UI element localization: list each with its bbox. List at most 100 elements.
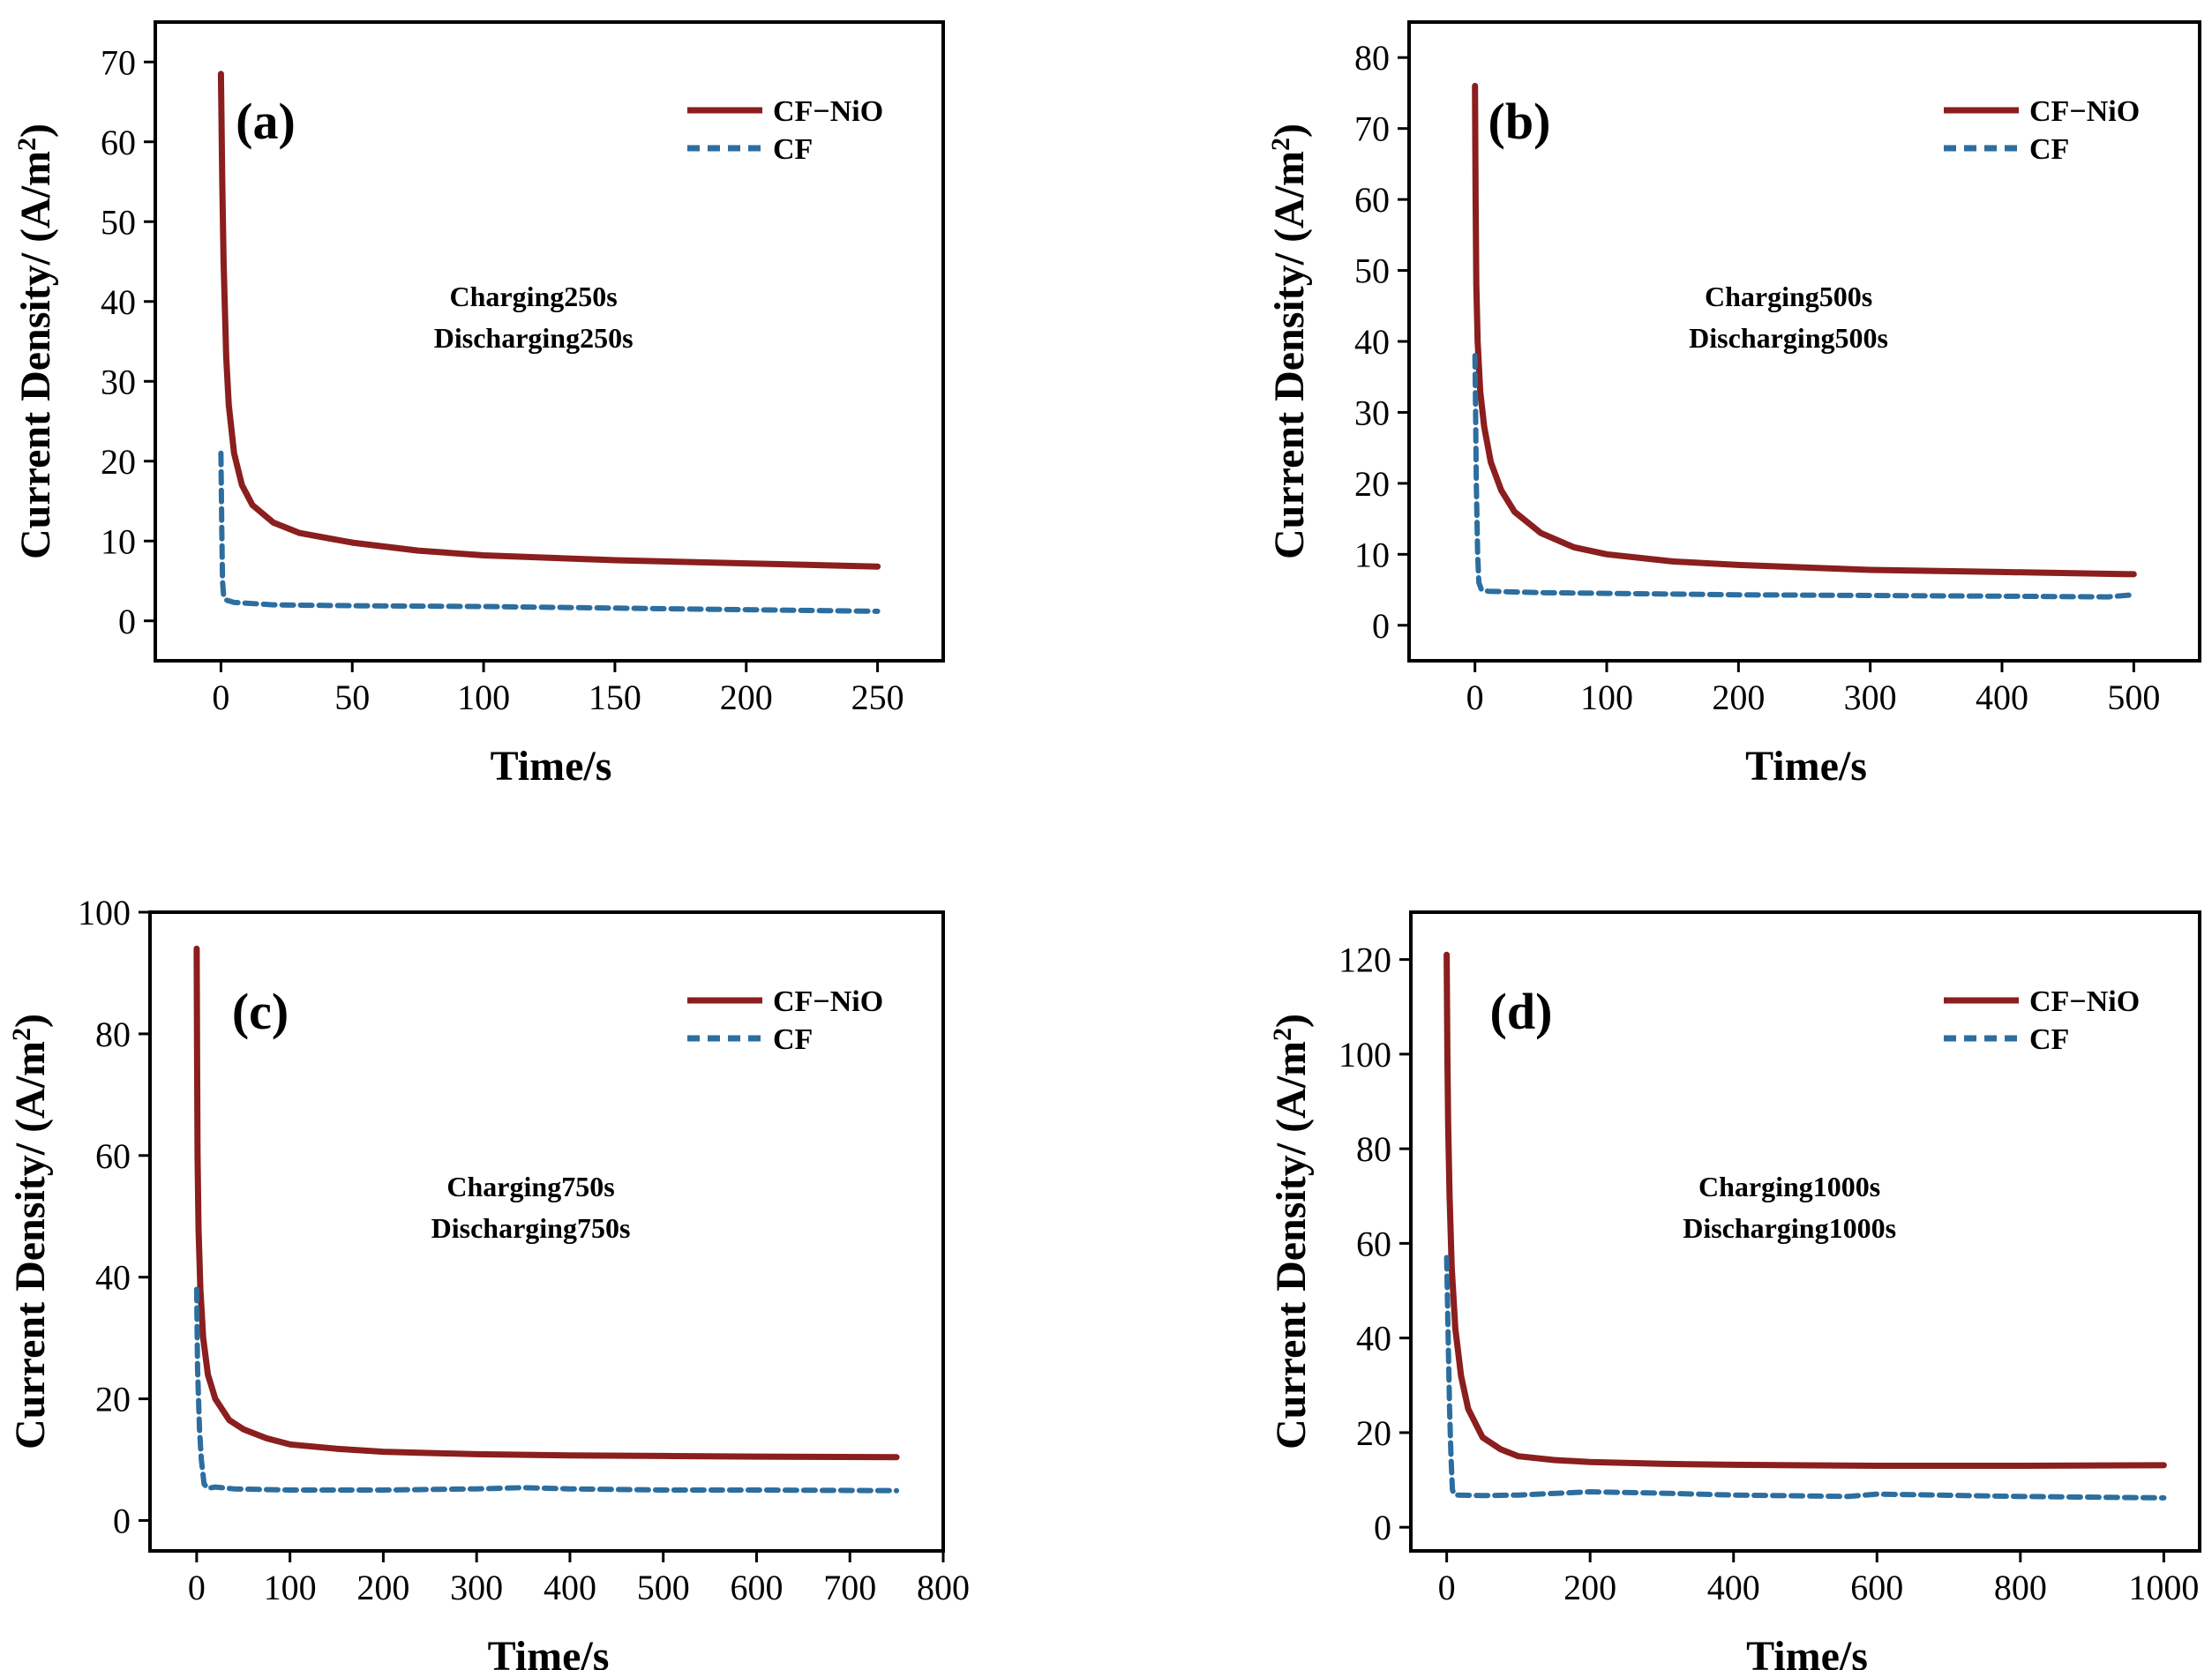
y-tick-label: 80 xyxy=(1354,38,1390,78)
annotation-line: Charging500s xyxy=(1705,281,1872,312)
x-tick-label: 100 xyxy=(264,1568,317,1607)
legend-label: CF−NiO xyxy=(2029,95,2140,128)
annotation-line: Discharging1000s xyxy=(1683,1212,1896,1244)
series-line-cf xyxy=(218,450,881,614)
x-tick-label: 0 xyxy=(1438,1568,1456,1607)
x-axis-label: Time/s xyxy=(488,1633,610,1670)
x-tick-label: 400 xyxy=(1707,1568,1760,1607)
x-tick-label: 800 xyxy=(917,1568,970,1607)
y-tick-label: 50 xyxy=(101,202,136,242)
y-axis-label: Current Density/ (A/m2) xyxy=(7,1014,55,1449)
x-tick-label: 700 xyxy=(823,1568,876,1607)
panel-label: (a) xyxy=(236,93,296,150)
x-tick-label: 300 xyxy=(450,1568,503,1607)
y-axis-label-text: Current Density/ (A/m xyxy=(12,151,59,559)
y-tick-label: 80 xyxy=(1356,1129,1391,1169)
y-axis-label-superscript: 2 xyxy=(1268,1028,1297,1041)
y-axis-label-superscript: 2 xyxy=(7,1028,36,1041)
x-tick-label: 300 xyxy=(1844,678,1897,717)
x-tick-label: 100 xyxy=(1580,678,1633,717)
y-axis-label-text: Current Density/ (A/m xyxy=(7,1041,54,1449)
annotation-line: Charging1000s xyxy=(1698,1171,1880,1202)
annotation-line: Discharging750s xyxy=(431,1212,631,1244)
x-tick-label: 400 xyxy=(544,1568,596,1607)
x-tick-label: 500 xyxy=(2107,678,2160,717)
x-tick-label: 1000 xyxy=(2128,1568,2199,1607)
y-tick-label: 60 xyxy=(101,123,136,162)
y-tick-label: 100 xyxy=(78,893,131,932)
x-tick-label: 0 xyxy=(188,1568,206,1607)
y-tick-label: 0 xyxy=(113,1502,131,1541)
x-tick-label: 250 xyxy=(851,678,904,717)
x-tick-label: 400 xyxy=(1976,678,2028,717)
panel-d: 0 200 400 600 800 1000 0 20 40 60 80 100 120 Time/s Cu… xyxy=(1268,910,2201,1670)
y-tick-label: 100 xyxy=(1338,1035,1391,1075)
series-line-cf xyxy=(1472,353,2137,600)
plot-frame xyxy=(1409,910,2201,1553)
y-axis-label-text: Current Density/ (A/m xyxy=(1266,151,1313,559)
y-tick-label: 40 xyxy=(1356,1319,1391,1359)
y-tick-label: 10 xyxy=(101,521,136,561)
legend-label: CF−NiO xyxy=(773,95,883,128)
y-axis-label-text: Current Density/ (A/m xyxy=(1268,1041,1315,1449)
x-axis-label: Time/s xyxy=(491,743,612,790)
x-tick-label: 150 xyxy=(589,678,641,717)
y-tick-label: 120 xyxy=(1338,940,1391,980)
y-axis-label-end: ) xyxy=(1266,124,1313,138)
annotation-line: Discharging250s xyxy=(434,322,634,354)
y-axis-label-superscript: 2 xyxy=(12,138,41,151)
series-line-cf-nio xyxy=(1472,82,2137,578)
x-tick-label: 50 xyxy=(334,678,370,717)
y-tick-label: 70 xyxy=(1354,109,1390,149)
y-axis-label-end: ) xyxy=(12,124,59,138)
x-axis-label: Time/s xyxy=(1746,1633,1868,1670)
annotation-line: Charging750s xyxy=(446,1171,614,1202)
y-axis-label: Current Density/ (A/m2) xyxy=(1268,1014,1316,1449)
y-tick-label: 0 xyxy=(1374,1508,1391,1547)
x-tick-label: 100 xyxy=(457,678,510,717)
y-tick-label: 20 xyxy=(1354,464,1390,504)
x-tick-label: 200 xyxy=(1712,678,1765,717)
y-tick-label: 60 xyxy=(1354,180,1390,220)
x-tick-label: 0 xyxy=(1466,678,1484,717)
y-tick-label: 30 xyxy=(1354,393,1390,432)
y-tick-label: 50 xyxy=(1354,251,1390,291)
annotation-line: Discharging500s xyxy=(1689,322,1888,354)
y-axis-label-superscript: 2 xyxy=(1266,138,1295,151)
y-tick-label: 40 xyxy=(101,282,136,322)
y-tick-label: 60 xyxy=(95,1136,131,1176)
series-line-cf xyxy=(193,1286,900,1494)
y-tick-label: 30 xyxy=(101,362,136,401)
x-tick-label: 500 xyxy=(637,1568,690,1607)
y-tick-label: 20 xyxy=(1356,1413,1391,1453)
y-axis-label: Current Density/ (A/m2) xyxy=(12,124,60,559)
series-line-cf xyxy=(1443,1254,2167,1501)
x-tick-label: 600 xyxy=(730,1568,783,1607)
panel-c: 0 100 200 300 400 500 600 700 800 0 20 40 60 80 100 Tim… xyxy=(7,893,971,1670)
legend-label: CF−NiO xyxy=(773,985,883,1018)
plot-frame xyxy=(154,20,945,663)
panel-label: (d) xyxy=(1490,983,1553,1040)
y-tick-label: 60 xyxy=(1356,1224,1391,1263)
x-tick-label: 200 xyxy=(720,678,773,717)
x-tick-label: 800 xyxy=(1994,1568,2047,1607)
y-tick-label: 20 xyxy=(95,1380,131,1419)
series-line-cf-nio xyxy=(217,71,881,570)
legend-label: CF−NiO xyxy=(2029,985,2140,1018)
legend-label: CF xyxy=(773,1023,813,1056)
legend-label: CF xyxy=(773,133,813,166)
panel-b: 0 100 200 300 400 500 0 10 20 30 40 50 60 70 80 Time/s C… xyxy=(1266,20,2201,790)
y-axis-label: Current Density/ (A/m2) xyxy=(1266,124,1314,559)
y-tick-label: 40 xyxy=(1354,322,1390,362)
x-tick-label: 200 xyxy=(1563,1568,1616,1607)
y-tick-label: 40 xyxy=(95,1258,131,1298)
x-tick-label: 0 xyxy=(212,678,229,717)
series-line-cf-nio xyxy=(193,945,900,1461)
plot-frame xyxy=(148,910,945,1553)
y-tick-label: 70 xyxy=(101,42,136,82)
x-axis-label: Time/s xyxy=(1745,743,1867,790)
y-axis-label-end: ) xyxy=(7,1014,54,1028)
legend-label: CF xyxy=(2029,133,2069,166)
y-tick-label: 10 xyxy=(1354,535,1390,574)
